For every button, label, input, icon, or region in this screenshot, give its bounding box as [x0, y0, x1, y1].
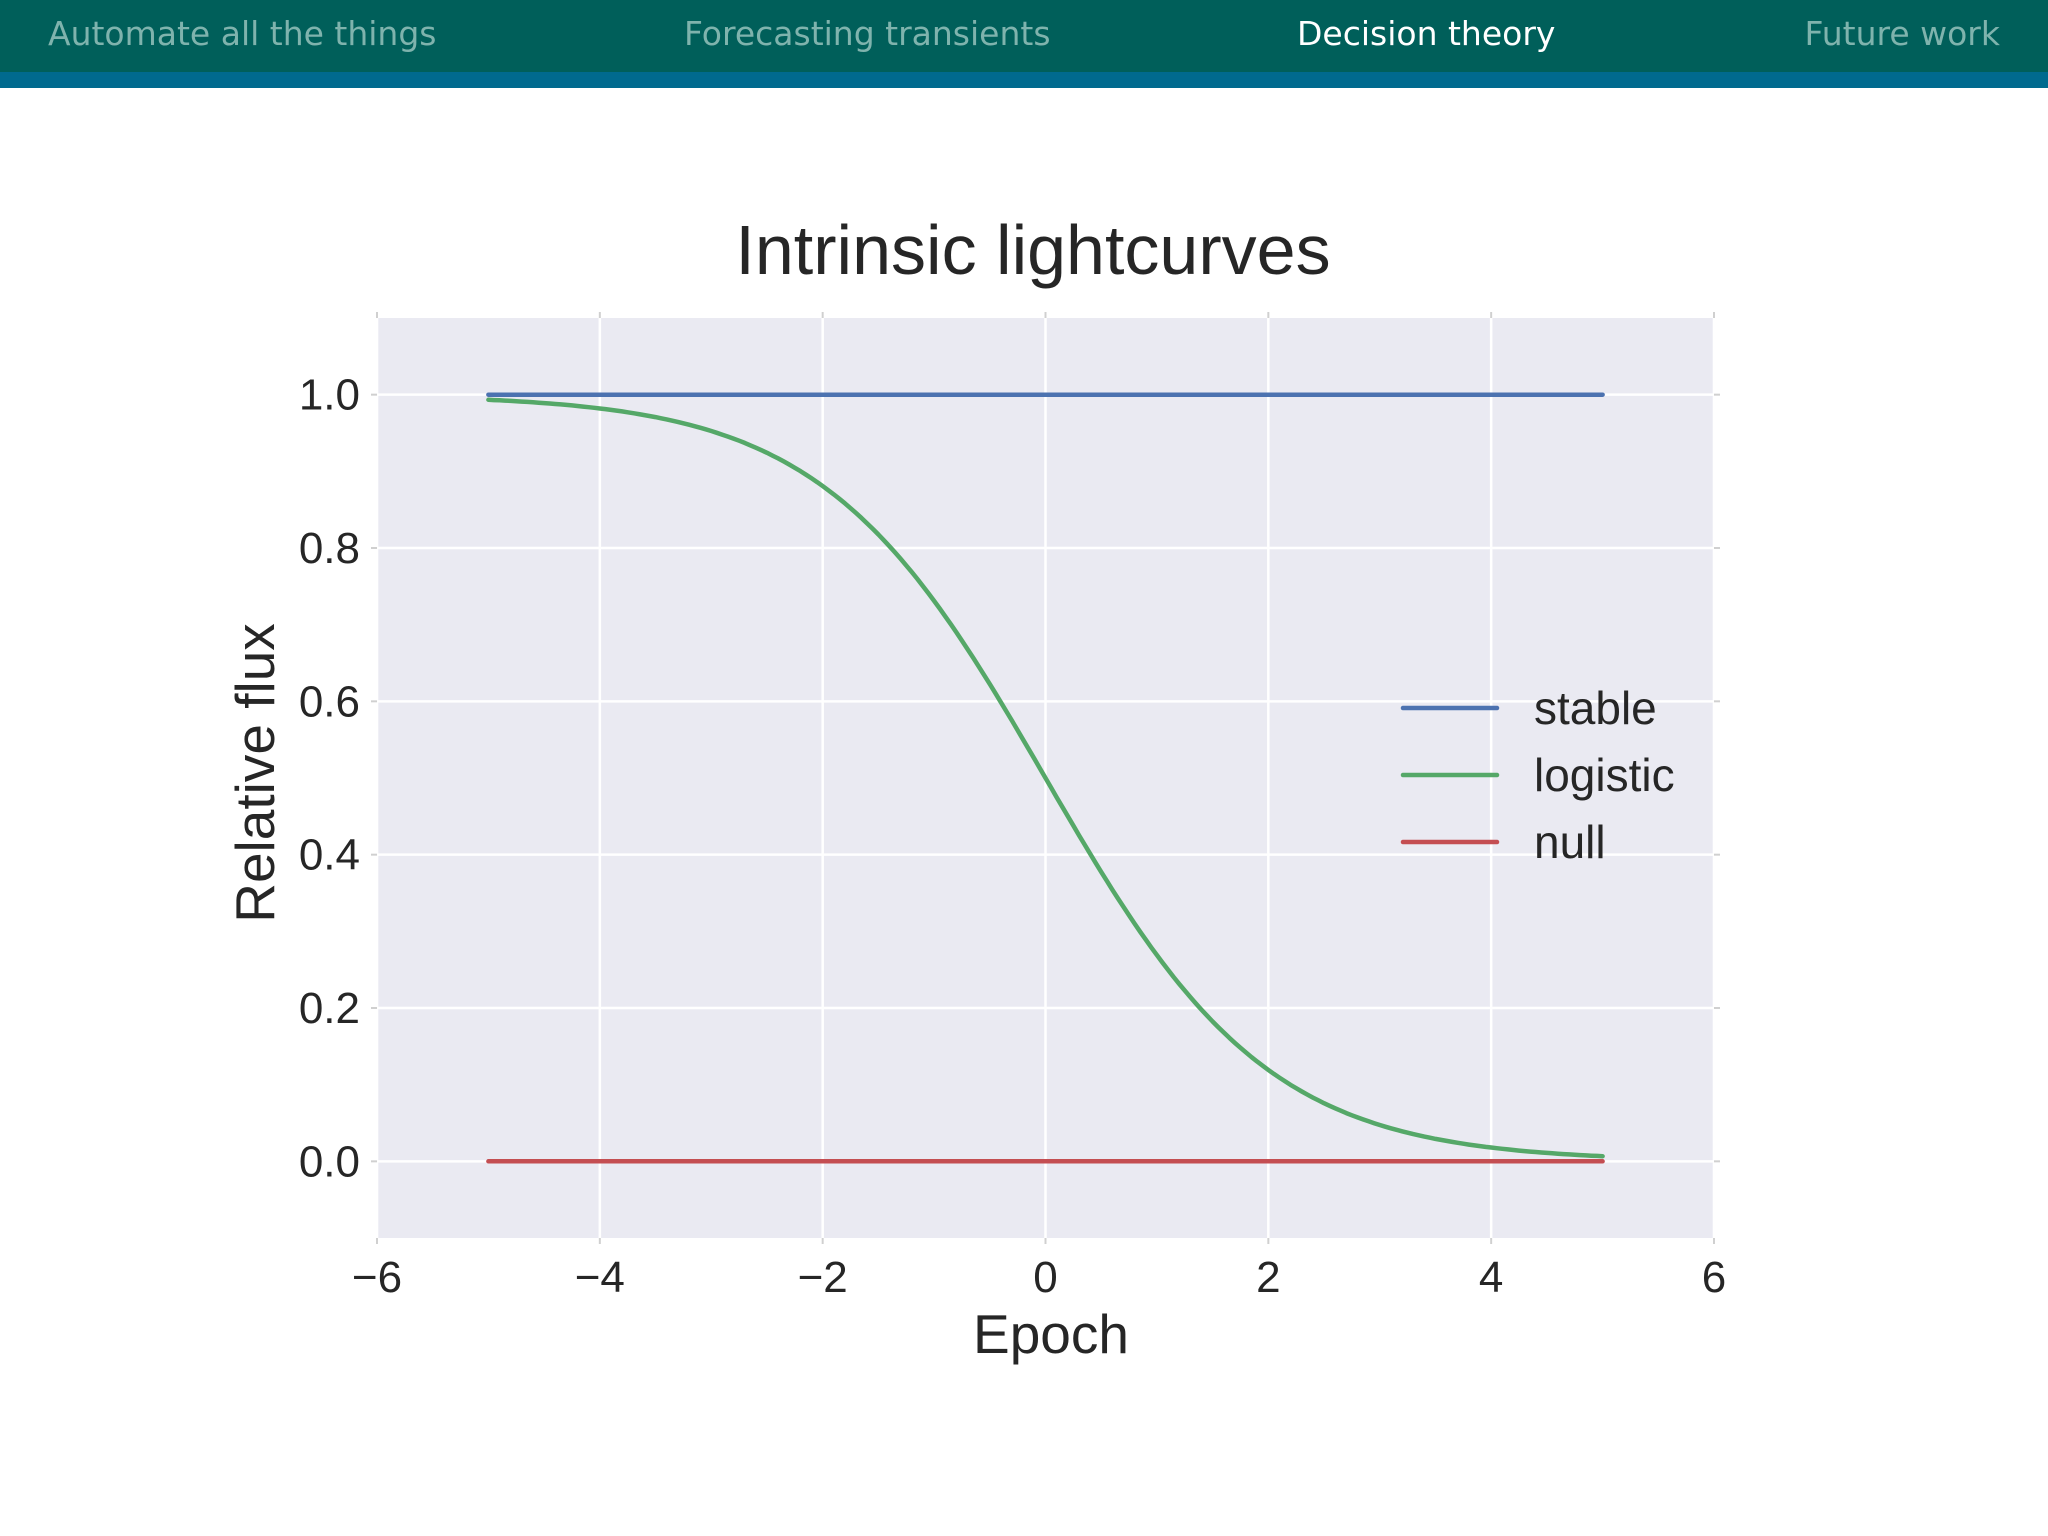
x-tick-label: 6 [1702, 1253, 1726, 1302]
x-tick-label: 4 [1479, 1253, 1503, 1302]
y-tick-label: 1.0 [299, 371, 360, 420]
section-navbar: Automate all the things Forecasting tran… [0, 0, 2048, 72]
y-axis-label: Relative flux [224, 623, 286, 923]
legend-label-logistic: logistic [1534, 749, 1675, 801]
y-tick-label: 0.2 [299, 984, 360, 1033]
nav-item-automate[interactable]: Automate all the things [48, 14, 437, 53]
x-tick-label: −6 [352, 1253, 402, 1302]
chart-legend: stable logistic null [1400, 682, 1675, 868]
chart-title: Intrinsic lightcurves [735, 211, 1330, 289]
y-tick-label: 0.8 [299, 524, 360, 573]
y-tick-label: 0.4 [299, 831, 360, 880]
y-tick-label: 0.0 [299, 1137, 360, 1186]
y-tick-labels: 0.0 0.2 0.4 0.6 0.8 1.0 [299, 371, 360, 1187]
x-tick-label: 2 [1256, 1253, 1280, 1302]
x-tick-labels: −6 −4 −2 0 2 4 6 [352, 1253, 1726, 1302]
x-axis-label: Epoch [973, 1303, 1129, 1365]
tick-marks [371, 312, 1720, 1244]
nav-item-forecasting[interactable]: Forecasting transients [684, 14, 1051, 53]
nav-item-decision-theory[interactable]: Decision theory [1297, 14, 1556, 53]
series-line-logistic [486, 397, 1605, 1159]
nav-item-future-work[interactable]: Future work [1804, 14, 2000, 53]
navbar-accent-strip [0, 72, 2048, 88]
series-lines [486, 392, 1605, 1164]
legend-label-stable: stable [1534, 682, 1657, 734]
x-tick-label: −4 [575, 1253, 625, 1302]
x-tick-label: −2 [798, 1253, 848, 1302]
y-tick-label: 0.6 [299, 677, 360, 726]
x-tick-label: 0 [1033, 1253, 1057, 1302]
legend-label-null: null [1534, 816, 1606, 868]
